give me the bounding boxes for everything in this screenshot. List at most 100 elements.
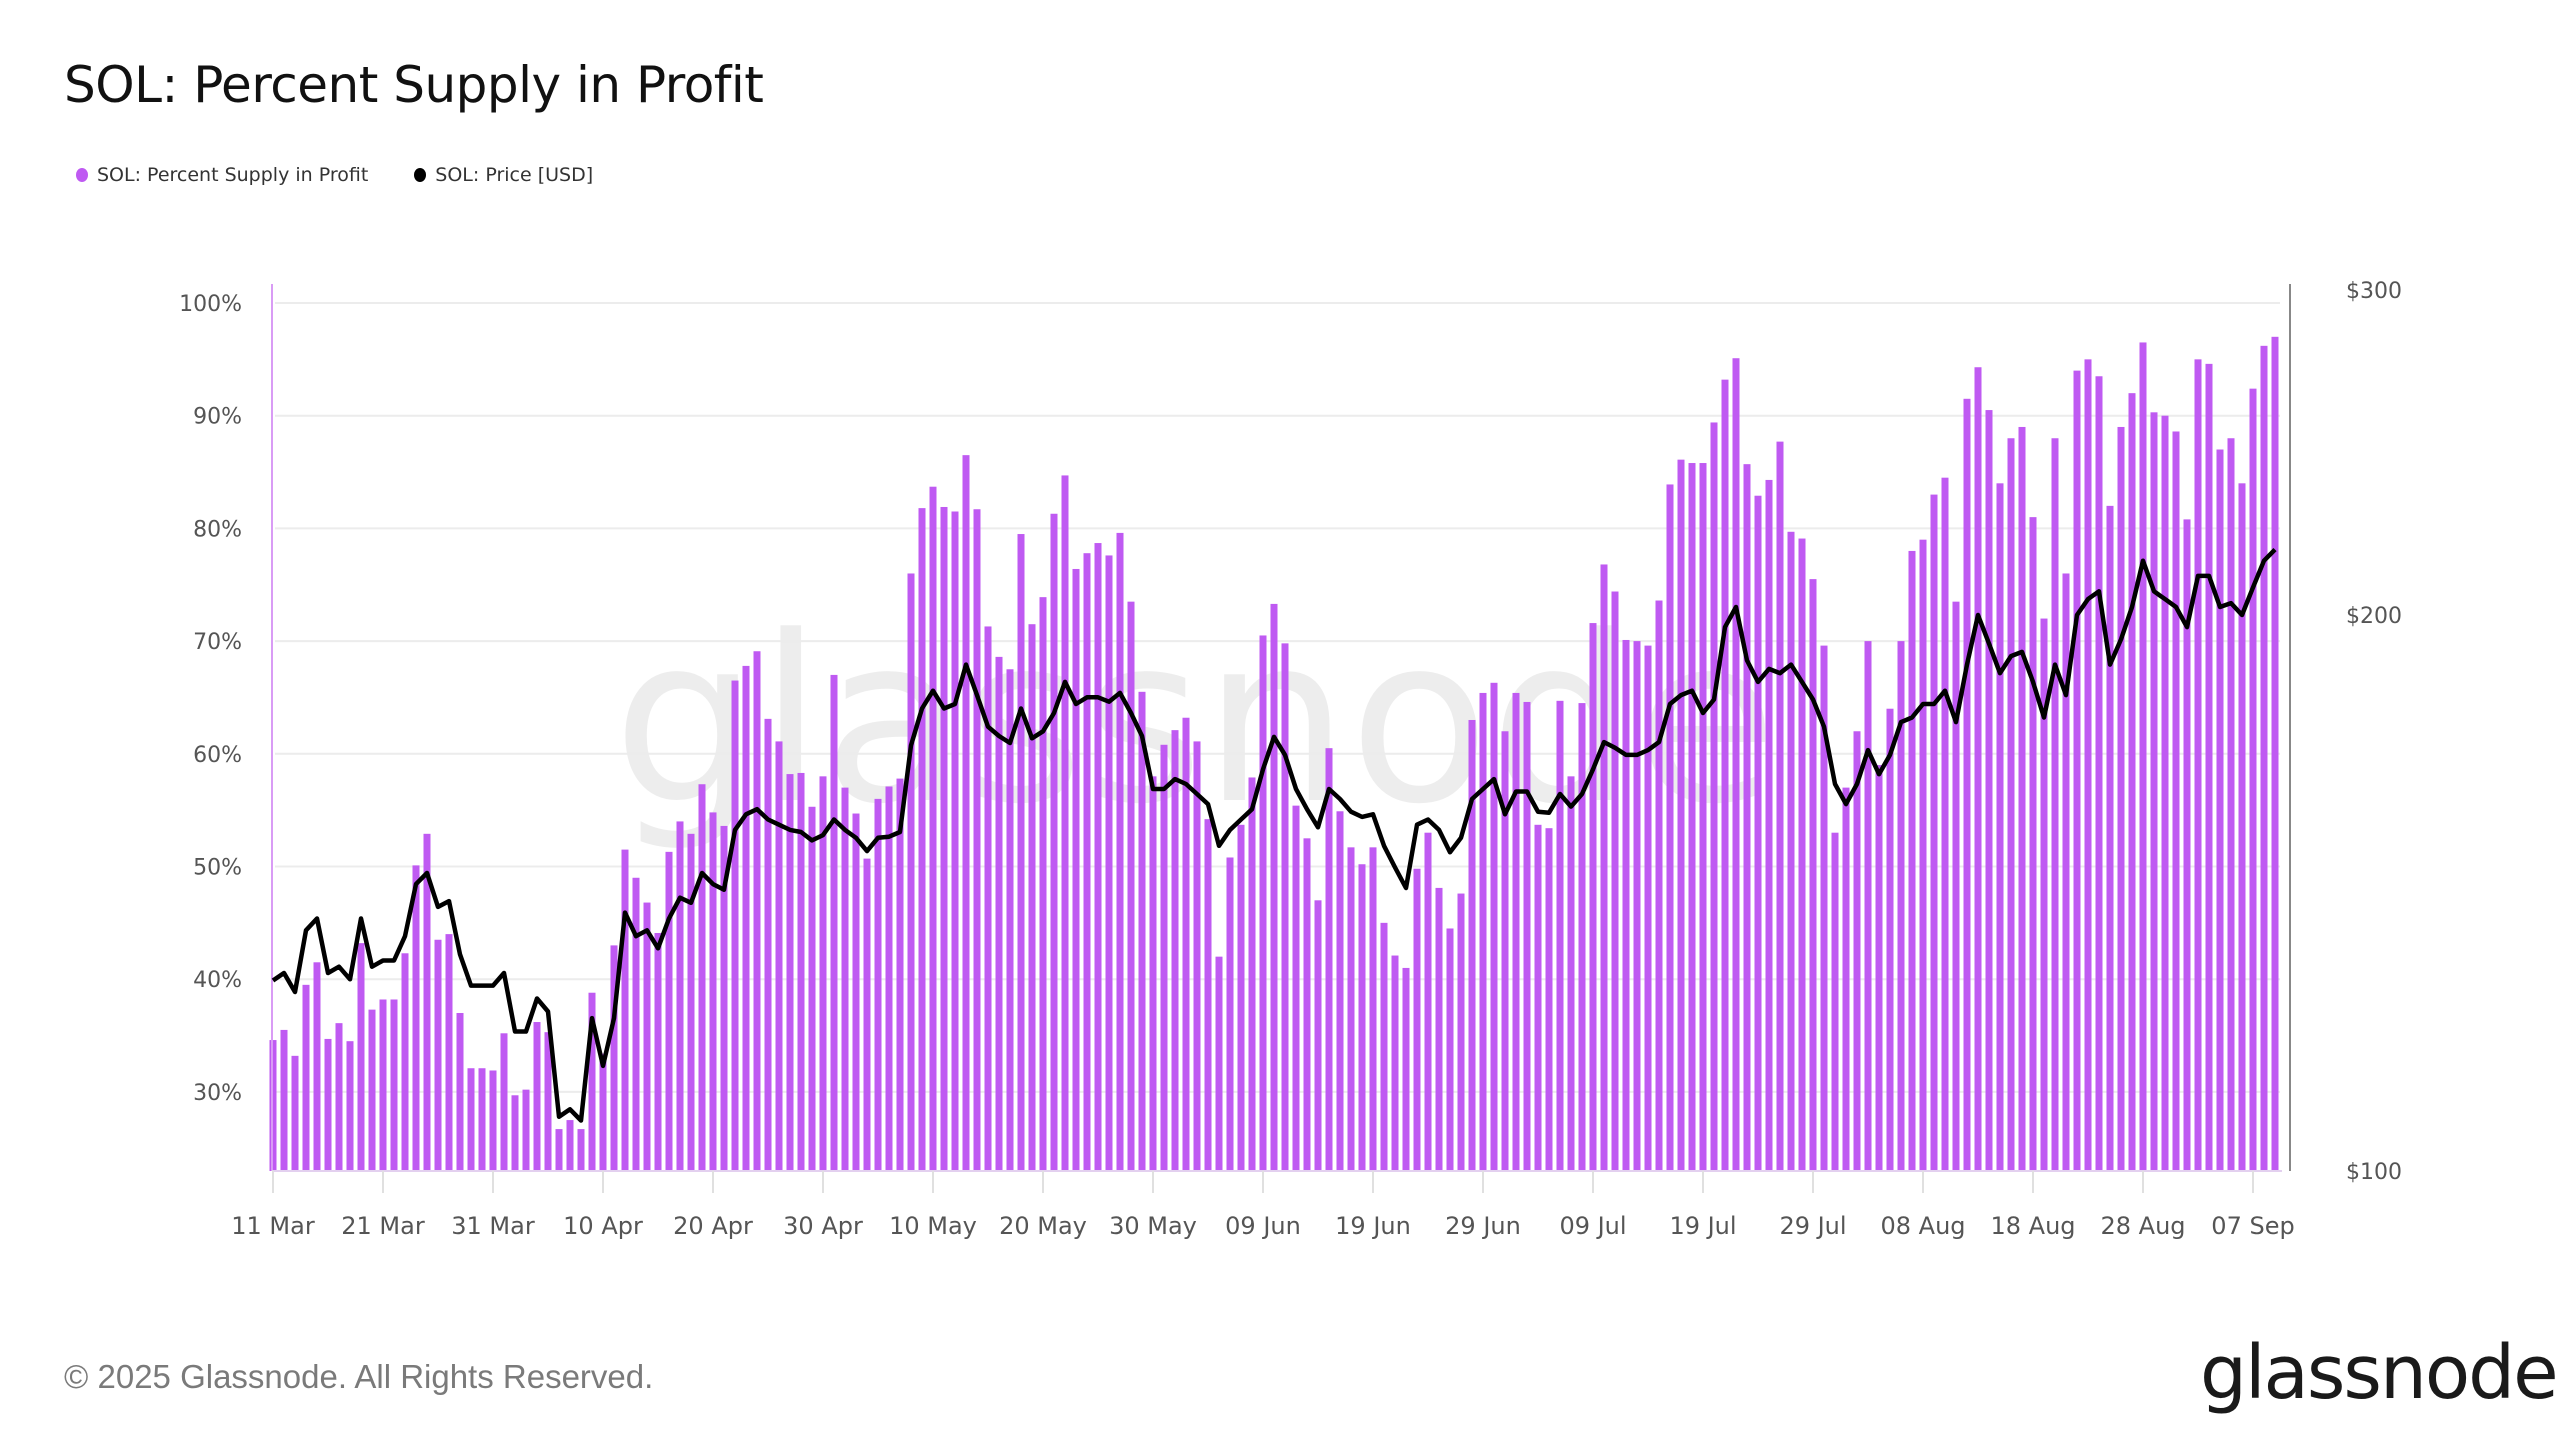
bar	[1611, 591, 1619, 1171]
bar	[456, 1013, 464, 1171]
axis-labels: 30% 40% 50% 60% 70% 80% 90% 100% $100 $200 $300 11 …	[179, 279, 2402, 1240]
bar	[1259, 635, 1267, 1171]
x-tick-label: 31 Mar	[451, 1212, 535, 1240]
bar	[1875, 765, 1883, 1171]
bar	[1622, 639, 1630, 1171]
bar	[1963, 398, 1971, 1171]
bar	[1765, 479, 1773, 1172]
bar	[973, 509, 981, 1172]
y-left-tick-label: 70%	[193, 630, 242, 655]
x-tick-label: 08 Aug	[1880, 1212, 1965, 1240]
bar	[742, 665, 750, 1171]
bar	[1237, 824, 1245, 1171]
bar	[1864, 641, 1872, 1171]
bar	[1193, 741, 1201, 1171]
bar	[1512, 692, 1520, 1171]
bar	[1457, 893, 1465, 1171]
bar	[1930, 494, 1938, 1172]
bar	[1171, 730, 1179, 1171]
y-left-tick-label: 90%	[193, 405, 242, 430]
bar	[1710, 422, 1718, 1171]
bar	[2249, 388, 2257, 1172]
bar	[1314, 900, 1322, 1171]
bar	[412, 865, 420, 1171]
x-tick-label: 20 May	[999, 1212, 1087, 1240]
x-tick-label: 10 May	[889, 1212, 977, 1240]
bar	[2073, 370, 2081, 1171]
bar	[2018, 426, 2026, 1172]
bar	[610, 945, 618, 1171]
legend-item-price[interactable]: SOL: Price [USD]	[414, 164, 593, 186]
bar	[786, 774, 794, 1171]
x-tick-label: 18 Aug	[1990, 1212, 2075, 1240]
bar	[808, 806, 816, 1171]
bar	[731, 680, 739, 1171]
bar	[1798, 538, 1806, 1171]
bar	[1600, 564, 1608, 1171]
bar	[775, 741, 783, 1171]
bar	[753, 651, 761, 1171]
bar	[1985, 410, 1993, 1171]
bar	[1941, 477, 1949, 1171]
bar	[1248, 777, 1256, 1171]
y-right-tick-label: $200	[2346, 604, 2402, 629]
bar	[1743, 464, 1751, 1171]
bar	[1699, 463, 1707, 1171]
bar	[357, 943, 365, 1171]
bar	[1116, 532, 1124, 1171]
bar	[1677, 459, 1685, 1171]
y-left-tick-label: 80%	[193, 517, 242, 542]
bar	[1083, 553, 1091, 1171]
bar	[1644, 645, 1652, 1171]
copyright-text: © 2025 Glassnode. All Rights Reserved.	[64, 1358, 654, 1395]
bar	[1446, 928, 1454, 1171]
axes	[271, 284, 2291, 1193]
bar	[544, 1032, 552, 1171]
bar	[522, 1089, 530, 1171]
y-left-tick-label: 50%	[193, 856, 242, 881]
bar	[665, 851, 673, 1171]
bar	[1402, 967, 1410, 1171]
bar	[1776, 441, 1784, 1172]
bar	[478, 1068, 486, 1171]
bar	[1105, 555, 1113, 1171]
bar	[1820, 645, 1828, 1171]
legend-label-price: SOL: Price [USD]	[435, 164, 594, 186]
bar	[1545, 828, 1553, 1171]
bar	[511, 1095, 519, 1171]
bar	[1886, 708, 1894, 1171]
bar	[1831, 832, 1839, 1171]
bar	[1369, 847, 1377, 1171]
x-tick-label: 20 Apr	[673, 1212, 753, 1240]
bar	[1809, 579, 1817, 1171]
bar	[1655, 600, 1663, 1171]
bar	[2062, 573, 2070, 1171]
bar	[720, 825, 728, 1171]
bar	[1061, 475, 1069, 1171]
bar	[2216, 449, 2224, 1171]
bar	[863, 858, 871, 1171]
bar	[2271, 336, 2279, 1171]
bar	[467, 1068, 475, 1171]
bar	[1303, 838, 1311, 1171]
bar	[2095, 376, 2103, 1171]
bar	[2051, 438, 2059, 1171]
bar	[819, 776, 827, 1171]
bar	[654, 932, 662, 1171]
bar	[1688, 463, 1696, 1171]
bar	[1952, 601, 1960, 1171]
bar	[434, 939, 442, 1171]
bar	[1523, 701, 1531, 1171]
bar	[2260, 345, 2268, 1171]
bar	[1754, 495, 1762, 1171]
bar	[1435, 887, 1443, 1171]
x-tick-label: 29 Jun	[1445, 1212, 1521, 1240]
bar	[852, 813, 860, 1171]
y-left-tick-label: 100%	[179, 292, 242, 317]
bar	[599, 1053, 607, 1171]
bar	[1413, 868, 1421, 1171]
bar	[962, 455, 970, 1171]
legend-item-supply-in-profit[interactable]: SOL: Percent Supply in Profit	[76, 164, 368, 186]
bar	[555, 1129, 563, 1171]
